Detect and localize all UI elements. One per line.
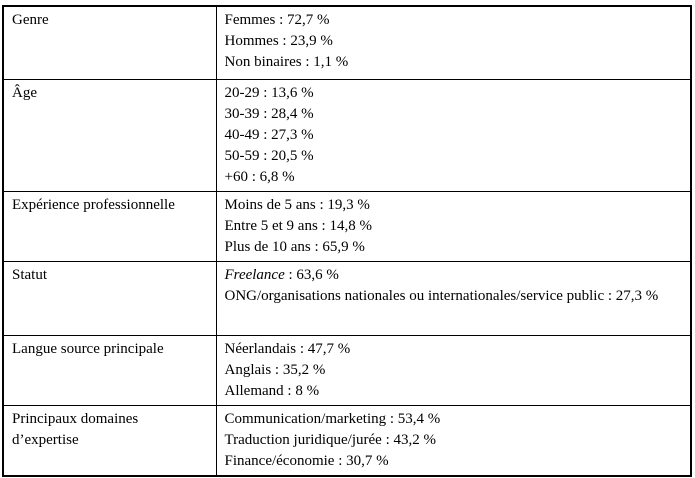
- values-cell: Néerlandais : 47,7 % Anglais : 35,2 % Alle…: [215, 334, 692, 406]
- value-text: Communication/marketing : 53,4 %: [224, 410, 441, 427]
- value-text: Finance/économie : 30,7 %: [224, 452, 389, 469]
- category-cell: Statut: [2, 260, 217, 336]
- table-row: Principaux domaines d’expertise Communica…: [2, 404, 692, 476]
- value-text: Non binaires : 1,1 %: [224, 54, 349, 70]
- value-text: Plus de 10 ans : 65,9 %: [224, 238, 365, 255]
- category-cell: Principaux domaines d’expertise: [2, 404, 217, 476]
- value-text: Allemand : 8 %: [224, 382, 320, 399]
- value-text: Traduction juridique/jurée : 43,2 %: [224, 431, 437, 448]
- table-row: Langue source principale Néerlandais : 47…: [2, 334, 692, 406]
- value-text-italic: Freelance: [224, 266, 285, 283]
- category-cell: Âge: [2, 78, 217, 192]
- value-text: Néerlandais : 47,7 %: [224, 340, 351, 357]
- category-cell: Expérience professionnelle: [2, 190, 217, 262]
- value-text: +60 : 6,8 %: [224, 168, 295, 185]
- value-text: 40-49 : 27,3 %: [224, 126, 314, 143]
- value-text: Anglais : 35,2 %: [224, 361, 326, 378]
- values-cell: Freelance : 63,6 % ONG/organisations nati…: [215, 260, 692, 336]
- category-cell: Langue source principale: [2, 334, 217, 406]
- table-body: Genre Femmes : 72,7 % Hommes : 23,9 % Non b…: [2, 5, 692, 476]
- value-text: 30-39 : 28,4 %: [224, 105, 314, 122]
- value-text: Entre 5 et 9 ans : 14,8 %: [224, 217, 372, 234]
- value-text: Hommes : 23,9 %: [224, 33, 333, 49]
- value-text: : 63,6 %: [284, 266, 339, 283]
- value-text: 50-59 : 20,5 %: [224, 147, 314, 164]
- values-cell: Moins de 5 ans : 19,3 % Entre 5 et 9 ans …: [215, 190, 692, 262]
- values-cell: Communication/marketing : 53,4 % Traducti…: [215, 404, 692, 476]
- table-row: Âge 20-29 : 13,6 % 30-39 : 28,4 % 40-49 : 2…: [2, 78, 692, 192]
- values-cell: Femmes : 72,7 % Hommes : 23,9 % Non binair…: [215, 5, 692, 80]
- table-row: Genre Femmes : 72,7 % Hommes : 23,9 % Non b…: [2, 5, 692, 80]
- value-text: Femmes : 72,7 %: [224, 12, 330, 28]
- category-cell: Genre: [2, 5, 217, 80]
- value-text: 20-29 : 13,6 %: [224, 84, 314, 101]
- values-cell: 20-29 : 13,6 % 30-39 : 28,4 % 40-49 : 27,3…: [215, 78, 692, 192]
- table-row: Statut Freelance : 63,6 % ONG/organisation…: [2, 260, 692, 336]
- demographics-table: Genre Femmes : 72,7 % Hommes : 23,9 % Non b…: [2, 5, 692, 477]
- value-text: Moins de 5 ans : 19,3 %: [224, 196, 370, 213]
- table-row: Expérience professionnelle Moins de 5 ans…: [2, 190, 692, 262]
- value-text: ONG/organisations nationales ou internat…: [224, 287, 659, 304]
